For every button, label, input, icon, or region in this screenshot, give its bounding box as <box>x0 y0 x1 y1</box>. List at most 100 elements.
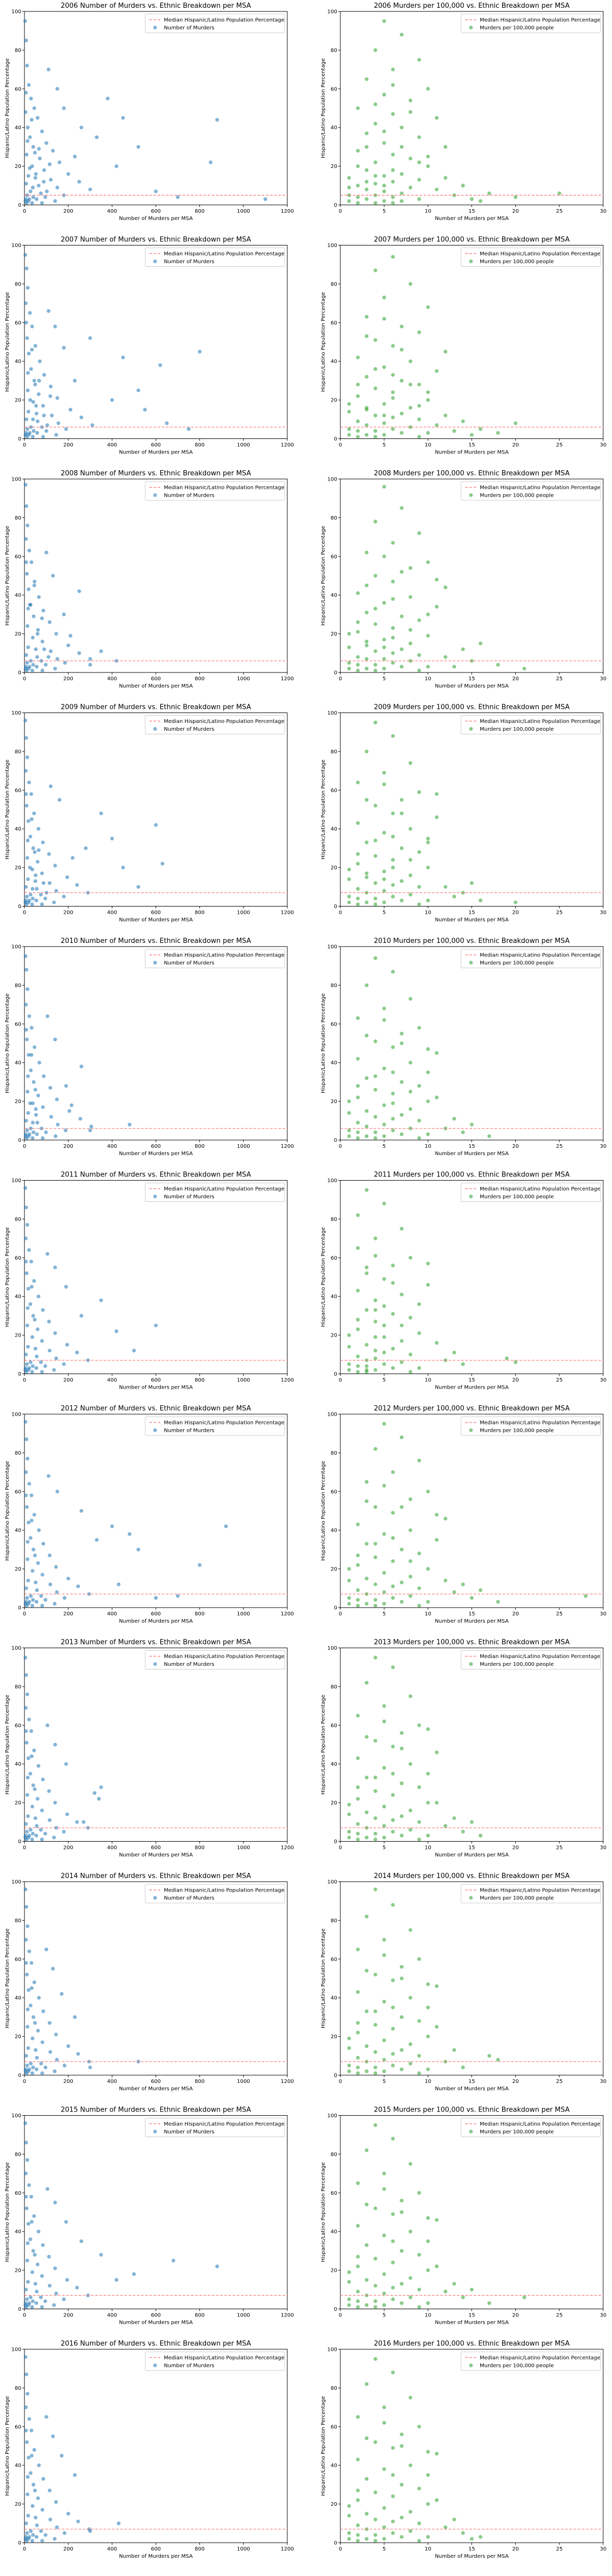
scatter-point <box>356 2488 360 2493</box>
scatter-point <box>356 1136 360 1140</box>
x-tick-label: 20 <box>512 443 519 448</box>
scatter-point <box>175 195 180 199</box>
scatter-point <box>364 875 369 879</box>
y-tick-label: 100 <box>327 9 337 15</box>
y-tick-label: 20 <box>330 164 337 170</box>
scatter-point <box>391 152 395 157</box>
y-tick-label: 80 <box>15 1451 21 1456</box>
y-tick-label: 100 <box>11 243 21 249</box>
scatter-point <box>382 130 386 134</box>
legend: Median Hispanic/Latino Population Percen… <box>145 1183 285 1202</box>
scatter-point <box>37 2463 41 2467</box>
y-tick-label: 80 <box>15 2152 21 2157</box>
scatter-point <box>409 1559 413 1563</box>
y-tick-label: 80 <box>330 1918 337 1924</box>
x-tick-label: 0 <box>23 2546 26 2552</box>
scatter-point <box>347 1596 351 1600</box>
x-tick-label: 5 <box>382 2546 386 2552</box>
legend-box <box>461 248 601 267</box>
y-tick-label: 60 <box>330 1021 337 1027</box>
plot-frame <box>24 946 288 1141</box>
scatter-point <box>409 1127 413 1131</box>
scatter-point <box>417 1551 422 1556</box>
scatter-point <box>28 135 32 139</box>
scatter-point <box>26 1557 30 1561</box>
scatter-point <box>45 2187 49 2191</box>
plot-frame <box>340 1414 604 1608</box>
scatter-point <box>373 668 377 672</box>
scatter-point <box>364 1188 369 1192</box>
scatter-point <box>364 187 369 191</box>
scatter-point <box>409 858 413 862</box>
scatter-point <box>62 2297 66 2301</box>
legend-box <box>461 1416 601 1436</box>
scatter-point <box>53 1601 57 1606</box>
scatter-point <box>29 1068 33 1072</box>
scatter-point <box>400 125 404 130</box>
x-tick-label: 30 <box>600 2313 607 2319</box>
scatter-point <box>400 1600 404 1604</box>
scatter-point <box>391 396 395 400</box>
scatter-series <box>23 954 132 1140</box>
scatter-point <box>373 2050 377 2054</box>
scatter-point <box>29 1594 33 1598</box>
x-tick-label: 20 <box>512 910 519 916</box>
legend-series-swatch <box>469 1428 473 1432</box>
scatter-point <box>356 897 360 901</box>
scatter-point <box>417 1458 422 1462</box>
x-axis-label: Number of Murders per MSA <box>119 2086 193 2092</box>
x-tick-label: 1000 <box>237 910 250 916</box>
scatter-point <box>47 1319 51 1324</box>
scatter-point <box>400 145 404 149</box>
scatter-point <box>48 784 53 788</box>
scatter-point <box>24 182 28 186</box>
scatter-point <box>35 1588 39 1593</box>
legend-series-label: Murders per 100,000 people <box>480 25 554 31</box>
x-tick-label: 800 <box>195 209 205 214</box>
x-tick-label: 600 <box>151 2313 161 2319</box>
scatter-point <box>48 1085 53 1090</box>
y-tick-label: 60 <box>15 1723 21 1729</box>
scatter-point <box>382 402 386 406</box>
scatter-point <box>29 792 33 796</box>
scatter-point <box>24 736 28 740</box>
scatter-point <box>39 2529 43 2533</box>
scatter-point <box>55 2057 59 2062</box>
scatter-point <box>382 889 386 893</box>
scatter-point <box>347 900 351 904</box>
x-tick-label: 600 <box>151 2546 161 2552</box>
scatter-point <box>347 1344 351 1349</box>
scatter-point <box>35 2262 40 2267</box>
scatter-point <box>41 840 45 845</box>
scatter-point <box>373 881 377 885</box>
chart-2008-murder-rate: 2008 Murders per 100,000 vs. Ethnic Brea… <box>321 470 606 689</box>
scatter-point <box>160 862 164 866</box>
scatter-point <box>29 1961 34 1965</box>
x-tick-label: 5 <box>382 2313 386 2319</box>
scatter-point <box>382 1835 386 1840</box>
scatter-point <box>24 266 29 270</box>
scatter-point <box>364 2044 369 2048</box>
scatter-point <box>24 2287 28 2292</box>
scatter-point <box>24 1673 28 1677</box>
scatter-point <box>356 2255 360 2259</box>
scatter-point <box>33 2282 37 2286</box>
x-axis-label: Number of Murders per MSA <box>119 2320 193 2326</box>
scatter-point <box>62 612 66 616</box>
scatter-point <box>24 1352 28 1356</box>
scatter-point <box>27 1014 31 1018</box>
scatter-point <box>24 792 28 796</box>
scatter-point <box>382 601 386 605</box>
scatter-point <box>409 1594 413 1598</box>
y-tick-label: 0 <box>334 670 337 676</box>
x-tick-label: 30 <box>600 209 607 214</box>
scatter-point <box>99 1785 103 1789</box>
x-tick-label: 10 <box>425 443 431 448</box>
scatter-point <box>400 1323 404 1328</box>
scatter-point <box>42 179 46 184</box>
scatter-point <box>382 93 386 97</box>
scatter-point <box>24 537 28 541</box>
scatter-point <box>426 2450 430 2454</box>
y-tick-label: 80 <box>330 1451 337 1456</box>
scatter-point <box>426 1099 430 1104</box>
